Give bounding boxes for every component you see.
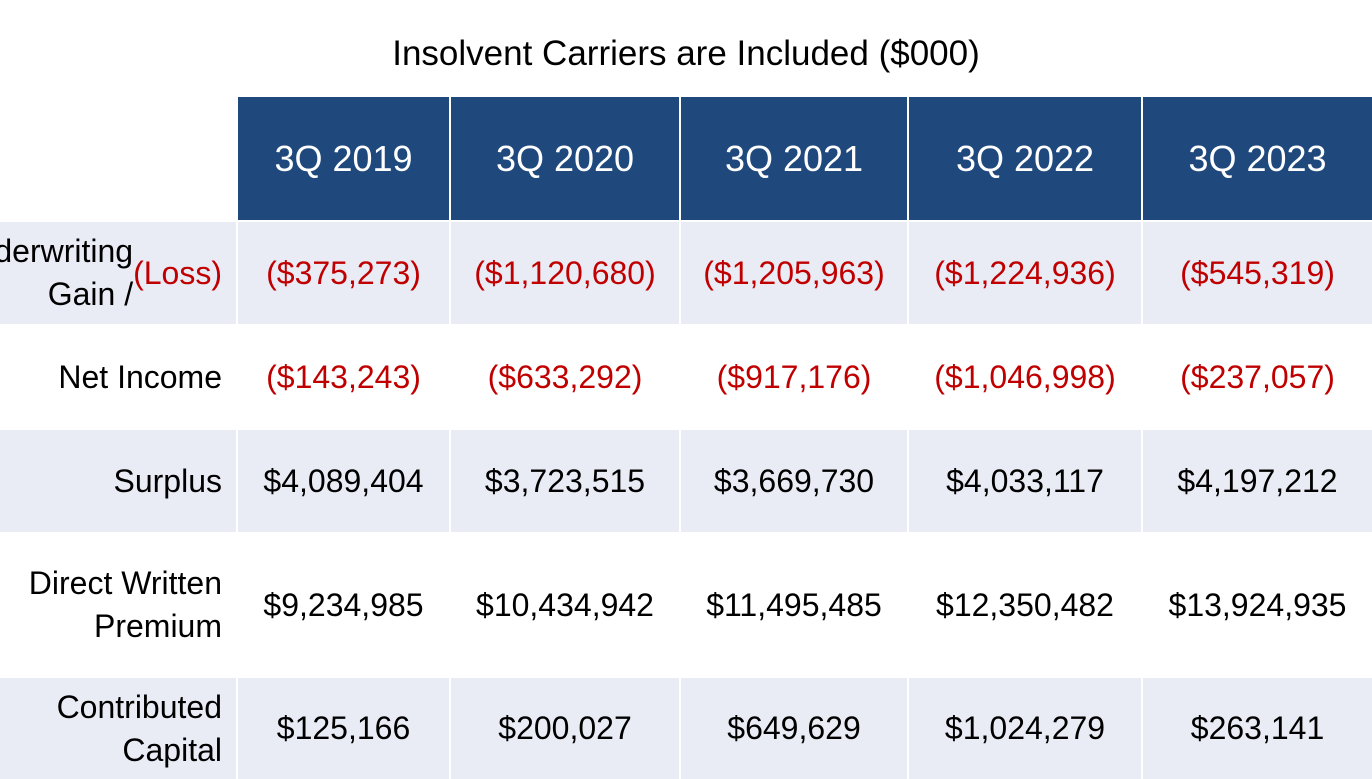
table-cell: $4,033,117 [909, 430, 1141, 532]
row-label-loss: (Loss) [133, 254, 222, 291]
row-label: Net Income [0, 326, 236, 428]
table-cell: $3,669,730 [681, 430, 907, 532]
table-cell: $13,924,935 [1143, 534, 1372, 676]
table-cell: $10,434,942 [451, 534, 679, 676]
table-cell: $649,629 [681, 678, 907, 779]
column-header: 3Q 2021 [681, 97, 907, 220]
row-label-text: Contributed Capital [56, 688, 222, 768]
row-label: Contributed Capital [0, 678, 236, 779]
table-cell: $4,197,212 [1143, 430, 1372, 532]
table-cell: $125,166 [238, 678, 449, 779]
row-label-text: Underwriting Gain / [0, 233, 134, 312]
table-cell: $263,141 [1143, 678, 1372, 779]
header-corner [0, 97, 236, 220]
table-cell: ($1,046,998) [909, 326, 1141, 428]
table-cell: ($237,057) [1143, 326, 1372, 428]
table-cell: $4,089,404 [238, 430, 449, 532]
column-header: 3Q 2019 [238, 97, 449, 220]
row-label: Direct Written Premium [0, 534, 236, 676]
table-cell: ($375,273) [238, 222, 449, 324]
table-cell: ($1,224,936) [909, 222, 1141, 324]
table-cell: $11,495,485 [681, 534, 907, 676]
column-header: 3Q 2023 [1143, 97, 1372, 220]
column-header: 3Q 2022 [909, 97, 1141, 220]
table-cell: $12,350,482 [909, 534, 1141, 676]
table-cell: ($1,205,963) [681, 222, 907, 324]
row-label: Underwriting Gain / (Loss) [0, 222, 236, 324]
column-header: 3Q 2020 [451, 97, 679, 220]
table-cell: ($917,176) [681, 326, 907, 428]
page-title: Insolvent Carriers are Included ($000) [392, 34, 980, 73]
row-label-text: Net Income [58, 358, 222, 395]
table-cell: $3,723,515 [451, 430, 679, 532]
table-cell: $200,027 [451, 678, 679, 779]
table-cell: ($633,292) [451, 326, 679, 428]
row-label-text: Surplus [113, 462, 223, 499]
row-label-text: Direct Written Premium [28, 565, 222, 644]
table-cell: ($143,243) [238, 326, 449, 428]
row-label: Surplus [0, 430, 236, 532]
table-cell: ($545,319) [1143, 222, 1372, 324]
table-cell: $9,234,985 [238, 534, 449, 676]
table-cell: $1,024,279 [909, 678, 1141, 779]
table-cell: ($1,120,680) [451, 222, 679, 324]
